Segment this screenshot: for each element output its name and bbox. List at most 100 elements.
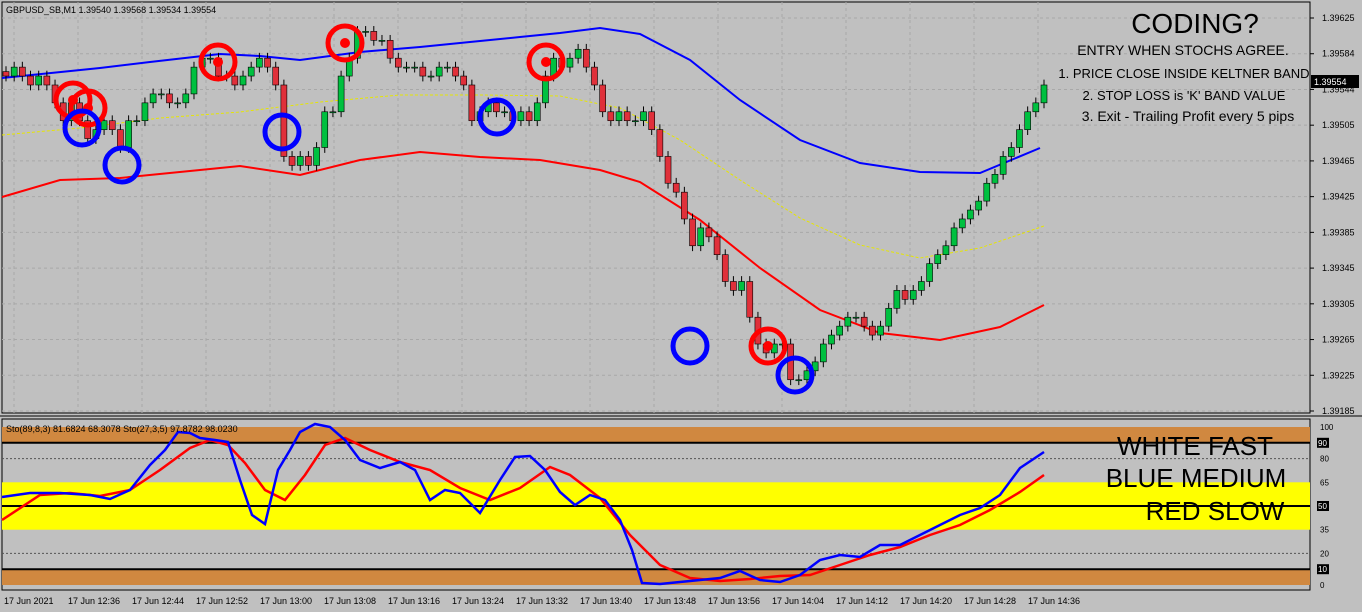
candle-body [885, 307, 893, 327]
price-axis: 1.39625 1.39584 1.39544 1.39505 1.39465 1.394… [1310, 13, 1355, 416]
candle-body [190, 66, 198, 95]
time-tick-label: 17 Jun 13:40 [580, 596, 632, 606]
time-tick-label: 17 Jun 2021 [4, 596, 54, 606]
candle-body [166, 93, 173, 104]
sell-signal-circle [748, 326, 788, 366]
osc-level-tag [1317, 501, 1329, 511]
candle-body [386, 40, 394, 59]
signal-circles [53, 23, 815, 395]
candle-body [149, 93, 157, 104]
candle-body [517, 111, 525, 122]
osc-tick-label: 0 [1320, 581, 1325, 590]
candle-body [803, 370, 811, 381]
candle-body [730, 281, 737, 291]
middle-band-line [1, 94, 1045, 259]
candle-body [746, 281, 754, 318]
candle-body [697, 227, 705, 247]
candle-body [1032, 102, 1040, 113]
candle-body [329, 111, 337, 114]
candle-body [542, 75, 549, 104]
candle-body [632, 120, 639, 123]
current-price-label: 1.39554 [1314, 77, 1347, 87]
osc-tick-label: 80 [1320, 455, 1329, 464]
candle-body [141, 102, 149, 122]
candle-body [256, 57, 263, 68]
candle-body [566, 57, 574, 68]
annotation-line2: 1. PRICE CLOSE INSIDE KELTNER BAND [1058, 66, 1309, 81]
annotation-line3: 2. STOP LOSS is 'K' BAND VALUE [1083, 88, 1286, 103]
time-tick-label: 17 Jun 14:36 [1028, 596, 1080, 606]
osc-tick-label: 65 [1320, 478, 1329, 487]
candle-body [43, 75, 51, 86]
candle-body [877, 325, 884, 336]
candle-body [100, 120, 108, 130]
time-tick-label: 17 Jun 13:32 [516, 596, 568, 606]
stochastic-lines [1, 422, 1045, 586]
candle-body [934, 254, 942, 264]
annotation-line1: ENTRY WHEN STOCHS AGREE. [1077, 42, 1289, 58]
candle-body [182, 93, 190, 104]
candle-body [623, 111, 631, 122]
price-tick-label: 1.39465 [1322, 156, 1355, 166]
price-tick-label: 1.39345 [1322, 263, 1355, 273]
candle-body [1024, 111, 1031, 130]
candle-body [370, 31, 378, 41]
candle-body [820, 343, 827, 363]
time-tick-label: 17 Jun 13:56 [708, 596, 760, 606]
candle-body [264, 57, 271, 68]
candle-body [1040, 84, 1048, 104]
candle-body [705, 227, 713, 238]
price-tick-label: 1.39225 [1322, 370, 1355, 380]
legend-white-fast: WHITE FAST [1117, 431, 1273, 461]
candle-body [337, 75, 345, 113]
osc-tick-label: 10 [1318, 565, 1327, 574]
price-tick-label: 1.39305 [1322, 299, 1355, 309]
candle-body [157, 93, 165, 96]
candle-body [640, 111, 647, 122]
candle-body [280, 84, 288, 157]
price-tick-label: 1.39385 [1322, 227, 1355, 237]
candle-body [501, 111, 508, 114]
candle-body [174, 102, 181, 105]
candle-body [435, 66, 443, 77]
candle-body [395, 57, 402, 68]
candle-body [125, 120, 132, 148]
candle-body [239, 75, 247, 86]
sell-signal-dot [213, 57, 223, 67]
candle-body [10, 66, 18, 77]
candles [2, 26, 1048, 386]
time-tick-label: 17 Jun 12:44 [132, 596, 184, 606]
time-tick-label: 17 Jun 14:20 [900, 596, 952, 606]
upper-band-line [1, 26, 1041, 175]
time-tick-label: 17 Jun 13:00 [260, 596, 312, 606]
candle-body [664, 156, 672, 184]
candle-body [452, 66, 459, 77]
buy-signal-circle [102, 145, 142, 185]
sell-signal-dot [340, 38, 350, 48]
candle-body [909, 290, 917, 300]
candle-body [133, 120, 141, 123]
candle-body [1008, 147, 1015, 157]
candle-body [942, 245, 950, 255]
buy-signal-circle [670, 326, 710, 366]
annotation-title: CODING? [1131, 8, 1259, 39]
time-tick-label: 17 Jun 13:24 [452, 596, 504, 606]
time-tick-label: 17 Jun 14:04 [772, 596, 824, 606]
candle-body [999, 156, 1007, 175]
candle-body [378, 40, 386, 42]
candle-body [795, 379, 803, 382]
candle-body [958, 218, 966, 229]
candle-body [574, 48, 582, 59]
candle-body [460, 75, 468, 86]
candle-body [419, 66, 427, 77]
buy-signal-circle [775, 355, 815, 395]
candle-body [721, 254, 729, 282]
candle-body [2, 71, 10, 77]
candle-body [967, 209, 974, 220]
candle-body [533, 102, 541, 122]
osc-tick-label: 100 [1320, 423, 1334, 432]
osc-tick-label: 50 [1318, 502, 1327, 511]
price-pane[interactable] [1, 1, 1311, 414]
candle-body [27, 75, 34, 86]
